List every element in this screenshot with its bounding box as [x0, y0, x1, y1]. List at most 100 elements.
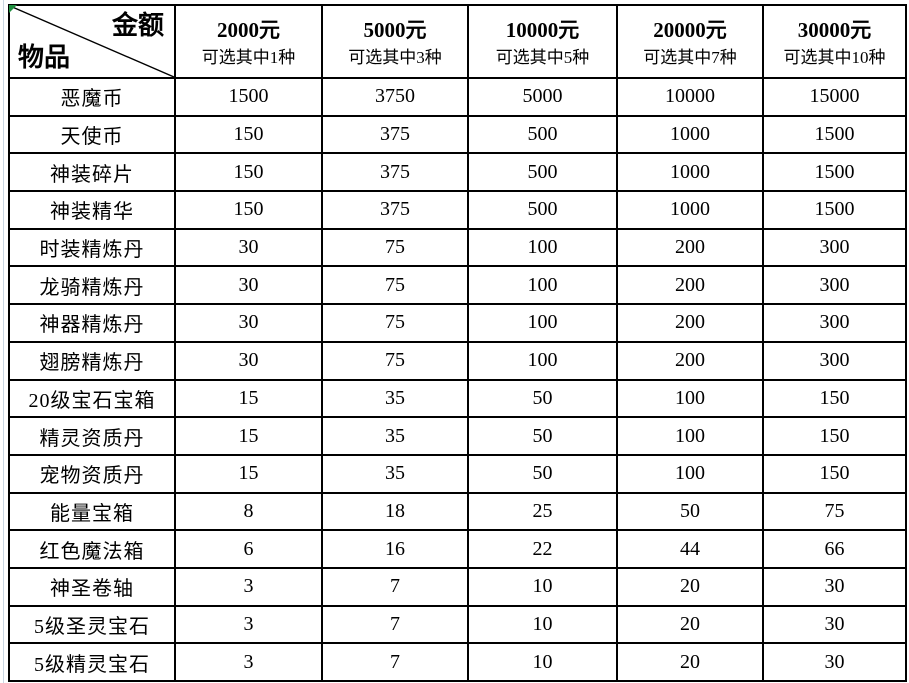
value-cell[interactable]: 30 [762, 642, 907, 682]
value-cell[interactable]: 375 [321, 114, 469, 155]
value-cell[interactable]: 75 [321, 265, 469, 306]
value-cell[interactable]: 50 [467, 416, 618, 456]
value-cell[interactable]: 35 [321, 416, 469, 456]
value-cell[interactable]: 375 [321, 152, 469, 193]
value-cell[interactable]: 375 [321, 190, 469, 230]
item-name-cell[interactable]: 神器精炼丹 [8, 303, 176, 343]
value-cell[interactable]: 75 [762, 491, 907, 532]
value-cell[interactable]: 10 [467, 642, 618, 682]
value-cell[interactable]: 1500 [762, 152, 907, 193]
item-name-cell[interactable]: 恶魔币 [8, 77, 176, 117]
column-header-tier1[interactable]: 2000元 可选其中1种 [174, 4, 323, 79]
item-name-cell[interactable]: 20级宝石宝箱 [8, 378, 176, 419]
value-cell[interactable]: 100 [616, 416, 764, 456]
item-name-cell[interactable]: 翅膀精炼丹 [8, 340, 176, 381]
value-cell[interactable]: 10000 [616, 77, 764, 117]
item-name-cell[interactable]: 能量宝箱 [8, 491, 176, 532]
value-cell[interactable]: 200 [616, 227, 764, 268]
value-cell[interactable]: 7 [321, 642, 469, 682]
value-cell[interactable]: 15 [174, 416, 323, 456]
value-cell[interactable]: 10 [467, 566, 618, 607]
value-cell[interactable]: 22 [467, 529, 618, 569]
value-cell[interactable]: 50 [467, 378, 618, 419]
value-cell[interactable]: 150 [762, 378, 907, 419]
value-cell[interactable]: 30 [174, 340, 323, 381]
value-cell[interactable]: 300 [762, 227, 907, 268]
value-cell[interactable]: 3 [174, 642, 323, 682]
value-cell[interactable]: 1500 [174, 77, 323, 117]
value-cell[interactable]: 1500 [762, 114, 907, 155]
value-cell[interactable]: 10 [467, 604, 618, 645]
value-cell[interactable]: 50 [467, 453, 618, 494]
value-cell[interactable]: 200 [616, 265, 764, 306]
item-name-cell[interactable]: 红色魔法箱 [8, 529, 176, 569]
item-name-cell[interactable]: 宠物资质丹 [8, 453, 176, 494]
value-cell[interactable]: 100 [616, 378, 764, 419]
value-cell[interactable]: 30 [762, 566, 907, 607]
item-name-cell[interactable]: 神装精华 [8, 190, 176, 230]
value-cell[interactable]: 35 [321, 453, 469, 494]
value-cell[interactable]: 100 [467, 303, 618, 343]
value-cell[interactable]: 100 [616, 453, 764, 494]
value-cell[interactable]: 20 [616, 604, 764, 645]
column-header-tier2[interactable]: 5000元 可选其中3种 [321, 4, 469, 79]
item-name-cell[interactable]: 龙骑精炼丹 [8, 265, 176, 306]
value-cell[interactable]: 15 [174, 378, 323, 419]
value-cell[interactable]: 200 [616, 340, 764, 381]
column-header-tier5[interactable]: 30000元 可选其中10种 [762, 4, 907, 79]
value-cell[interactable]: 6 [174, 529, 323, 569]
value-cell[interactable]: 150 [174, 152, 323, 193]
value-cell[interactable]: 7 [321, 566, 469, 607]
value-cell[interactable]: 30 [762, 604, 907, 645]
item-name-cell[interactable]: 神圣卷轴 [8, 566, 176, 607]
value-cell[interactable]: 100 [467, 265, 618, 306]
value-cell[interactable]: 30 [174, 303, 323, 343]
value-cell[interactable]: 150 [174, 114, 323, 155]
item-name-cell[interactable]: 天使币 [8, 114, 176, 155]
value-cell[interactable]: 30 [174, 265, 323, 306]
value-cell[interactable]: 500 [467, 190, 618, 230]
value-cell[interactable]: 75 [321, 227, 469, 268]
value-cell[interactable]: 3750 [321, 77, 469, 117]
value-cell[interactable]: 1000 [616, 114, 764, 155]
item-name-cell[interactable]: 神装碎片 [8, 152, 176, 193]
item-name-cell[interactable]: 5级精灵宝石 [8, 642, 176, 682]
value-cell[interactable]: 7 [321, 604, 469, 645]
corner-header-cell[interactable]: 金额 物品 [8, 4, 176, 79]
value-cell[interactable]: 150 [762, 453, 907, 494]
value-cell[interactable]: 1500 [762, 190, 907, 230]
value-cell[interactable]: 66 [762, 529, 907, 569]
value-cell[interactable]: 8 [174, 491, 323, 532]
value-cell[interactable]: 300 [762, 303, 907, 343]
value-cell[interactable]: 1000 [616, 152, 764, 193]
value-cell[interactable]: 200 [616, 303, 764, 343]
value-cell[interactable]: 500 [467, 114, 618, 155]
value-cell[interactable]: 15 [174, 453, 323, 494]
value-cell[interactable]: 35 [321, 378, 469, 419]
value-cell[interactable]: 50 [616, 491, 764, 532]
column-header-tier3[interactable]: 10000元 可选其中5种 [467, 4, 618, 79]
value-cell[interactable]: 44 [616, 529, 764, 569]
item-name-cell[interactable]: 时装精炼丹 [8, 227, 176, 268]
value-cell[interactable]: 500 [467, 152, 618, 193]
value-cell[interactable]: 15000 [762, 77, 907, 117]
value-cell[interactable]: 100 [467, 227, 618, 268]
value-cell[interactable]: 75 [321, 340, 469, 381]
value-cell[interactable]: 75 [321, 303, 469, 343]
value-cell[interactable]: 20 [616, 566, 764, 607]
value-cell[interactable]: 3 [174, 604, 323, 645]
item-name-cell[interactable]: 5级圣灵宝石 [8, 604, 176, 645]
value-cell[interactable]: 18 [321, 491, 469, 532]
value-cell[interactable]: 20 [616, 642, 764, 682]
value-cell[interactable]: 30 [174, 227, 323, 268]
value-cell[interactable]: 300 [762, 340, 907, 381]
value-cell[interactable]: 150 [174, 190, 323, 230]
value-cell[interactable]: 3 [174, 566, 323, 607]
value-cell[interactable]: 16 [321, 529, 469, 569]
value-cell[interactable]: 1000 [616, 190, 764, 230]
column-header-tier4[interactable]: 20000元 可选其中7种 [616, 4, 764, 79]
value-cell[interactable]: 5000 [467, 77, 618, 117]
value-cell[interactable]: 150 [762, 416, 907, 456]
item-name-cell[interactable]: 精灵资质丹 [8, 416, 176, 456]
value-cell[interactable]: 300 [762, 265, 907, 306]
